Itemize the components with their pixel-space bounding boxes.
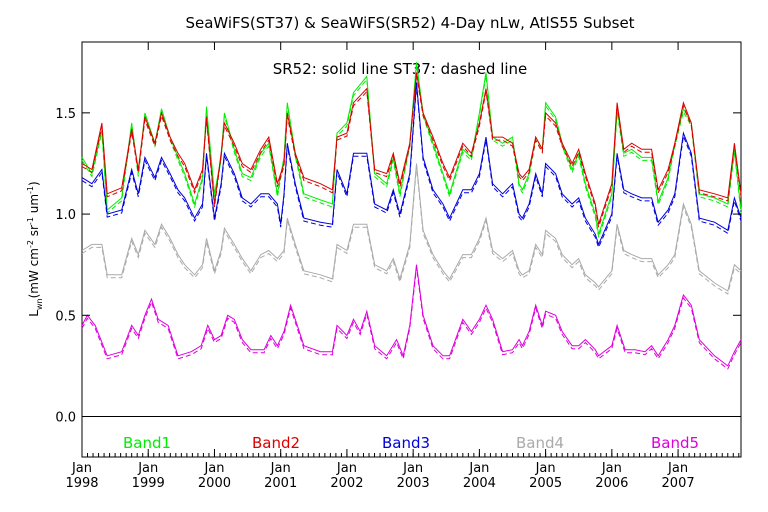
x-tick-label: 2001	[264, 476, 297, 491]
x-tick-month: Jan	[468, 461, 489, 476]
y-tick-label: 0.5	[55, 309, 76, 324]
series-layer	[81, 62, 742, 370]
plot-area	[81, 41, 742, 458]
x-tick-month: Jan	[137, 461, 158, 476]
y-axis: 0.0 0.5 1.0 1.5	[55, 107, 741, 426]
y-axis-label: Lwn(mW cm-2 sr-1 um-1)	[26, 181, 44, 316]
x-tick-label: 2004	[463, 476, 496, 491]
y-label-units: (mW cm	[27, 248, 41, 298]
x-tick-label: 2002	[330, 476, 363, 491]
y-label-sup2: -1	[26, 217, 35, 225]
legend-entry-band2: Band2	[252, 434, 300, 452]
y-tick-label: 0.0	[55, 411, 76, 426]
legend-entry-band4: Band4	[516, 434, 564, 452]
y-tick-label: 1.5	[55, 107, 76, 122]
x-tick-label: 2000	[198, 476, 231, 491]
chart-title: SeaWiFS(ST37) & SeaWiFS(SR52) 4-Day nLw,…	[185, 14, 634, 32]
series-line-st37-band5	[81, 267, 742, 370]
x-tick-month: Jan	[601, 461, 622, 476]
x-tick-label: 1999	[132, 476, 165, 491]
y-label-mid: sr	[27, 225, 41, 240]
y-label-sup3: -1	[26, 186, 35, 194]
x-tick-month: Jan	[667, 461, 688, 476]
x-tick-month: Jan	[270, 461, 291, 476]
x-tick-month: Jan	[535, 461, 556, 476]
y-tick-label: 1.0	[55, 208, 76, 223]
y-label-main: L	[27, 310, 41, 317]
series-line-sr52-band4	[81, 163, 742, 292]
x-tick-label: 1998	[65, 476, 98, 491]
y-label-mid2: um	[27, 194, 41, 217]
x-tick-month: Jan	[402, 461, 423, 476]
x-axis: Jan1998Jan1999Jan2000Jan2001Jan2002Jan20…	[65, 42, 740, 491]
x-tick-month: Jan	[336, 461, 357, 476]
legend: Band1 Band2 Band3 Band4 Band5	[123, 434, 699, 452]
x-tick-label: 2007	[662, 476, 695, 491]
series-line-sr52-band5	[81, 264, 742, 367]
x-tick-month: Jan	[71, 461, 92, 476]
x-tick-label: 2006	[595, 476, 628, 491]
x-tick-month: Jan	[203, 461, 224, 476]
x-tick-label: 2003	[397, 476, 430, 491]
chart-subtitle: SR52: solid line ST37: dashed line	[273, 60, 528, 78]
y-label-end: )	[27, 181, 41, 186]
y-label-sub: wn	[35, 298, 44, 310]
plot-border	[81, 41, 742, 458]
series-line-sr52-band3	[81, 82, 742, 246]
legend-entry-band5: Band5	[651, 434, 699, 452]
x-tick-label: 2005	[529, 476, 562, 491]
series-line-sr52-band2	[81, 72, 742, 225]
legend-entry-band3: Band3	[382, 434, 430, 452]
y-label-sup1: -2	[26, 240, 35, 248]
legend-entry-band1: Band1	[123, 434, 171, 452]
series-line-st37-band4	[81, 166, 742, 295]
